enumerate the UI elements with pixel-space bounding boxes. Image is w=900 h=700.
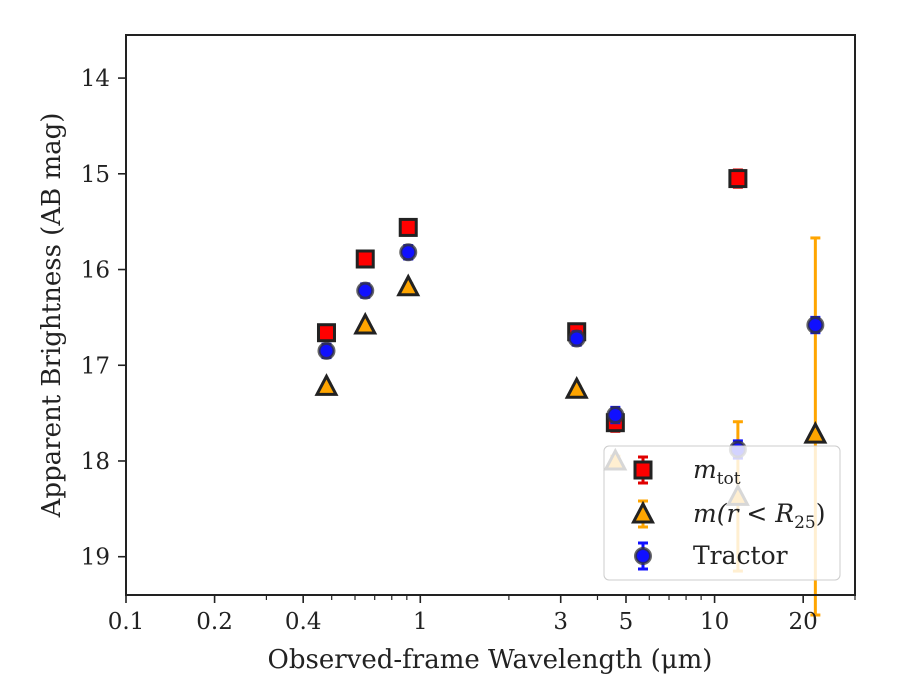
legend-marker-triangle [631,500,655,524]
legend: mtot m(r < R25) Tractor [603,445,841,581]
data-point-square [398,217,418,237]
axes: 0.1 0.2 0.4 1 3 5 10 20 14 15 16 17 18 19 [81,66,856,635]
y-tick-label: 16 [81,258,110,284]
y-tick-label: 19 [81,545,110,571]
legend-label: m(r < R25) [693,499,825,533]
data-point-square [728,169,748,189]
data-point-circle [399,243,418,262]
legend-marker-circle [634,547,652,565]
series-square [316,168,748,433]
y-tick-label: 14 [81,66,110,92]
data-point-triangle [353,311,378,335]
x-tick-label: 0.1 [108,609,145,635]
data-point-circle [317,341,336,360]
legend-label: Tractor [693,541,788,570]
data-point-circle [806,316,825,335]
x-tick-label: 20 [789,609,818,635]
x-axis-label: Observed-frame Wavelength (μm) [268,645,713,675]
x-tick-label: 5 [619,609,634,635]
y-tick-label: 17 [81,353,110,379]
x-tick-label: 0.2 [196,609,233,635]
x-tick-label: 3 [553,609,568,635]
data-point-circle [567,329,586,348]
data-point-square [355,249,375,269]
y-tick-label: 18 [81,449,110,475]
legend-label: mtot [693,455,741,489]
x-tick-label: 10 [700,609,729,635]
data-point-triangle [564,375,589,399]
legend-marker-square [633,460,653,480]
data-point-square [316,323,336,343]
series-circle [317,243,825,460]
x-tick-label: 0.4 [285,609,322,635]
y-tick-label: 15 [81,162,110,188]
data-point-triangle [314,373,339,396]
data-point-triangle [396,273,421,297]
plot-frame [125,34,856,596]
data-point-circle [606,406,625,425]
data-point-triangle [803,420,828,444]
x-tick-label: 1 [413,609,428,635]
data-point-circle [356,281,375,300]
y-axis-label: Apparent Brightness (AB mag) [37,113,67,519]
legend-box [603,445,841,581]
